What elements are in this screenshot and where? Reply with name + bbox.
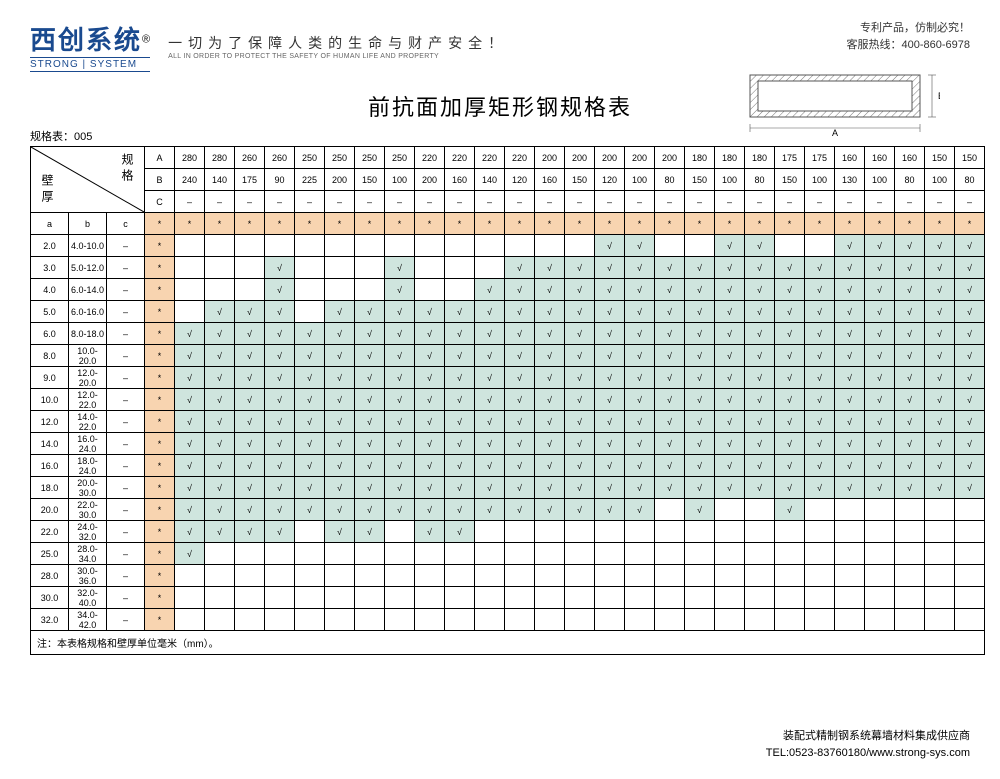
contact-line2: 客服热线：400-860-6978: [846, 37, 970, 54]
slogan-cn: 一切为了保障人类的生命与财产安全！: [168, 33, 508, 53]
footer: 装配式精制钢系统幕墙材料集成供应商 TEL:0523-83760180/www.…: [766, 728, 970, 761]
contact-line1: 专利产品，仿制必究！: [846, 20, 970, 37]
footer-line2: TEL:0523-83760180/www.strong-sys.com: [766, 745, 970, 762]
footer-line1: 装配式精制钢系统幕墙材料集成供应商: [766, 728, 970, 745]
brand-en: STRONG | SYSTEM: [30, 57, 150, 72]
diagram-label-a: A: [832, 128, 838, 138]
table-note: 注：本表格规格和壁厚单位毫米（mm）。: [31, 631, 985, 655]
brand-cn: 西创系统: [30, 25, 142, 55]
contact-block: 专利产品，仿制必究！ 客服热线：400-860-6978: [846, 20, 970, 53]
header: 西创系统® STRONG | SYSTEM 一切为了保障人类的生命与财产安全！ …: [30, 20, 970, 72]
slogan-en: ALL IN ORDER TO PROTECT THE SAFETY OF HU…: [168, 53, 508, 60]
corner-cell: 规格壁厚: [31, 147, 145, 213]
section-diagram: A B: [740, 70, 940, 140]
brand-reg: ®: [142, 34, 150, 46]
diagram-label-b: B: [938, 91, 940, 101]
logo-block: 西创系统® STRONG | SYSTEM 一切为了保障人类的生命与财产安全！ …: [30, 20, 508, 72]
spec-table: 规格壁厚A28028026026025025025025022022022022…: [30, 146, 985, 655]
